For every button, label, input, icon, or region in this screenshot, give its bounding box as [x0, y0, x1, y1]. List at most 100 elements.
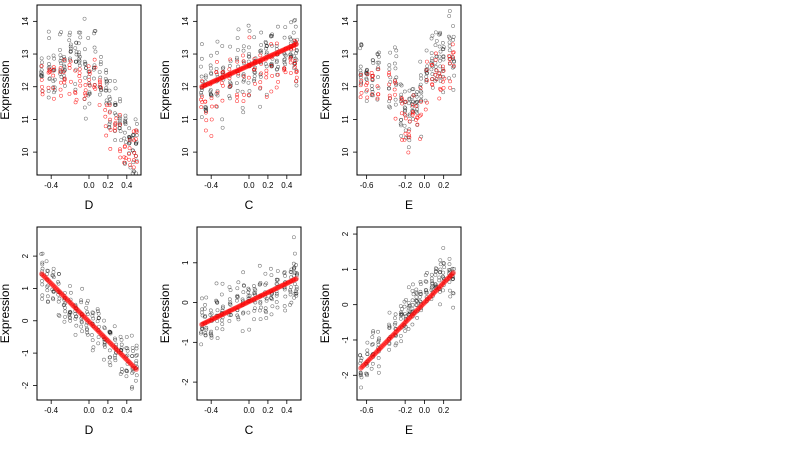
data-point-red	[418, 86, 423, 91]
data-point-black	[415, 316, 419, 320]
data-point-red	[433, 51, 438, 56]
fit-line-point	[293, 276, 299, 282]
data-point-black	[236, 315, 240, 320]
data-point-red	[258, 53, 263, 58]
data-point-black	[134, 353, 138, 358]
data-point-black	[246, 54, 251, 59]
data-point-black	[113, 358, 118, 363]
data-point-black	[441, 270, 446, 275]
data-point-black	[85, 330, 90, 335]
data-point-red	[87, 72, 92, 76]
data-point-black	[411, 117, 415, 121]
data-point-black	[77, 58, 82, 63]
data-point-black	[52, 77, 57, 82]
data-point-black	[293, 270, 297, 275]
data-point-red	[59, 80, 63, 85]
data-point-black	[68, 49, 73, 54]
data-point-black	[430, 279, 434, 284]
data-point-black	[441, 47, 446, 51]
data-point-black	[251, 291, 256, 296]
data-point-black	[77, 60, 82, 65]
data-point-black	[387, 63, 392, 68]
data-point-red	[423, 107, 428, 112]
y-tick-label: -1	[341, 336, 350, 344]
data-point-black	[62, 54, 66, 59]
data-point-red	[131, 165, 136, 170]
data-point-black	[429, 67, 434, 72]
y-tick-label: 14	[21, 16, 30, 25]
data-point-black	[92, 63, 97, 68]
data-point-red	[118, 122, 123, 127]
data-point-black	[393, 45, 397, 50]
data-point-red	[82, 96, 87, 101]
data-point-red	[203, 128, 208, 133]
data-point-black	[268, 33, 273, 38]
y-tick-label: 13	[181, 49, 190, 58]
data-point-black	[264, 46, 268, 51]
data-point-red	[98, 82, 102, 87]
data-point-black	[208, 313, 213, 317]
data-point-black	[403, 108, 407, 113]
data-point-red	[294, 70, 299, 75]
data-point-black	[90, 314, 95, 318]
data-point-red	[59, 93, 63, 98]
data-point-red	[46, 85, 51, 90]
data-point-black	[430, 284, 435, 289]
data-point-red	[235, 99, 239, 103]
data-point-black	[407, 112, 412, 117]
data-point-black	[437, 54, 442, 59]
data-point-red	[437, 71, 442, 76]
data-point-red	[407, 133, 412, 138]
data-point-black	[83, 61, 88, 66]
data-point-black	[45, 268, 50, 273]
data-point-red	[108, 127, 113, 132]
data-point-black	[103, 88, 108, 93]
data-point-black	[387, 324, 392, 329]
data-point-black	[133, 117, 138, 122]
data-point-black	[113, 138, 118, 143]
data-point-black	[134, 158, 139, 163]
data-point-black	[118, 334, 123, 339]
y-axis-title: Expression	[318, 60, 332, 119]
y-tick-label: 12	[341, 82, 350, 91]
data-point-black	[252, 70, 257, 74]
data-point-black	[87, 101, 92, 106]
data-point-black	[410, 322, 415, 327]
data-point-red	[434, 68, 439, 73]
data-point-black	[220, 281, 225, 286]
data-point-black	[228, 302, 233, 307]
data-point-red	[107, 110, 112, 115]
data-point-red	[247, 75, 251, 80]
data-point-black	[424, 288, 428, 293]
data-point-black	[214, 298, 218, 303]
data-point-red	[203, 99, 208, 104]
data-point-black	[236, 280, 241, 285]
data-point-black	[294, 291, 299, 296]
data-point-black	[258, 308, 262, 313]
data-point-black	[387, 310, 392, 315]
data-point-black	[447, 256, 452, 261]
data-point-black	[246, 310, 251, 315]
data-point-black	[451, 24, 455, 28]
data-point-black	[58, 47, 62, 52]
data-point-black	[82, 16, 87, 21]
x-tick-label: 0.2	[102, 181, 114, 190]
data-point-red	[210, 104, 214, 109]
data-point-black	[294, 270, 299, 275]
data-point-black	[371, 330, 375, 335]
data-point-black	[97, 92, 102, 97]
data-point-black	[208, 331, 213, 336]
data-point-black	[447, 9, 452, 13]
data-point-black	[200, 310, 204, 315]
data-point-black	[67, 312, 72, 317]
data-point-black	[123, 130, 127, 135]
data-point-black	[56, 299, 61, 304]
y-tick-label: 1	[341, 267, 350, 272]
data-point-black	[403, 128, 408, 133]
data-point-black	[68, 44, 73, 49]
data-point-red	[264, 71, 269, 76]
data-point-black	[83, 116, 88, 121]
plot-frame	[356, 226, 462, 401]
data-point-black	[203, 331, 208, 336]
data-point-red	[118, 149, 122, 154]
